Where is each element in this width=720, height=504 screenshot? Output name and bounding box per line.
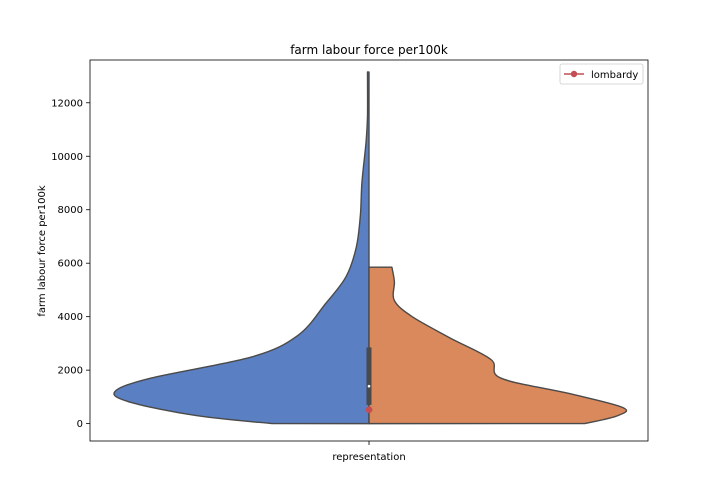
legend: lombardy: [559, 63, 644, 85]
violin-right-half: [368, 266, 628, 425]
chart-title: farm labour force per100k: [290, 43, 448, 57]
y-tick-label: 8000: [58, 205, 83, 216]
y-axis: 0 2000 4000 6000 8000 10000 12000: [51, 98, 90, 430]
lombardy-point: [365, 406, 373, 414]
median-marker: [367, 384, 371, 388]
legend-frame: [559, 63, 644, 85]
y-tick-label: 10000: [51, 152, 83, 163]
y-tick-label: 12000: [51, 98, 83, 109]
legend-marker: [570, 70, 578, 78]
y-axis-label: farm labour force per100k: [37, 185, 48, 317]
quartile-box: [366, 347, 372, 405]
y-tick-label: 0: [77, 419, 83, 430]
legend-label: lombardy: [591, 70, 638, 81]
y-tick-label: 6000: [58, 259, 83, 270]
y-tick-label: 2000: [58, 366, 83, 377]
plot-area: [113, 71, 628, 425]
violin-left-half: [113, 71, 370, 425]
y-tick-label: 4000: [58, 312, 83, 323]
x-axis-label: representation: [332, 452, 405, 463]
x-axis: representation: [332, 441, 406, 463]
